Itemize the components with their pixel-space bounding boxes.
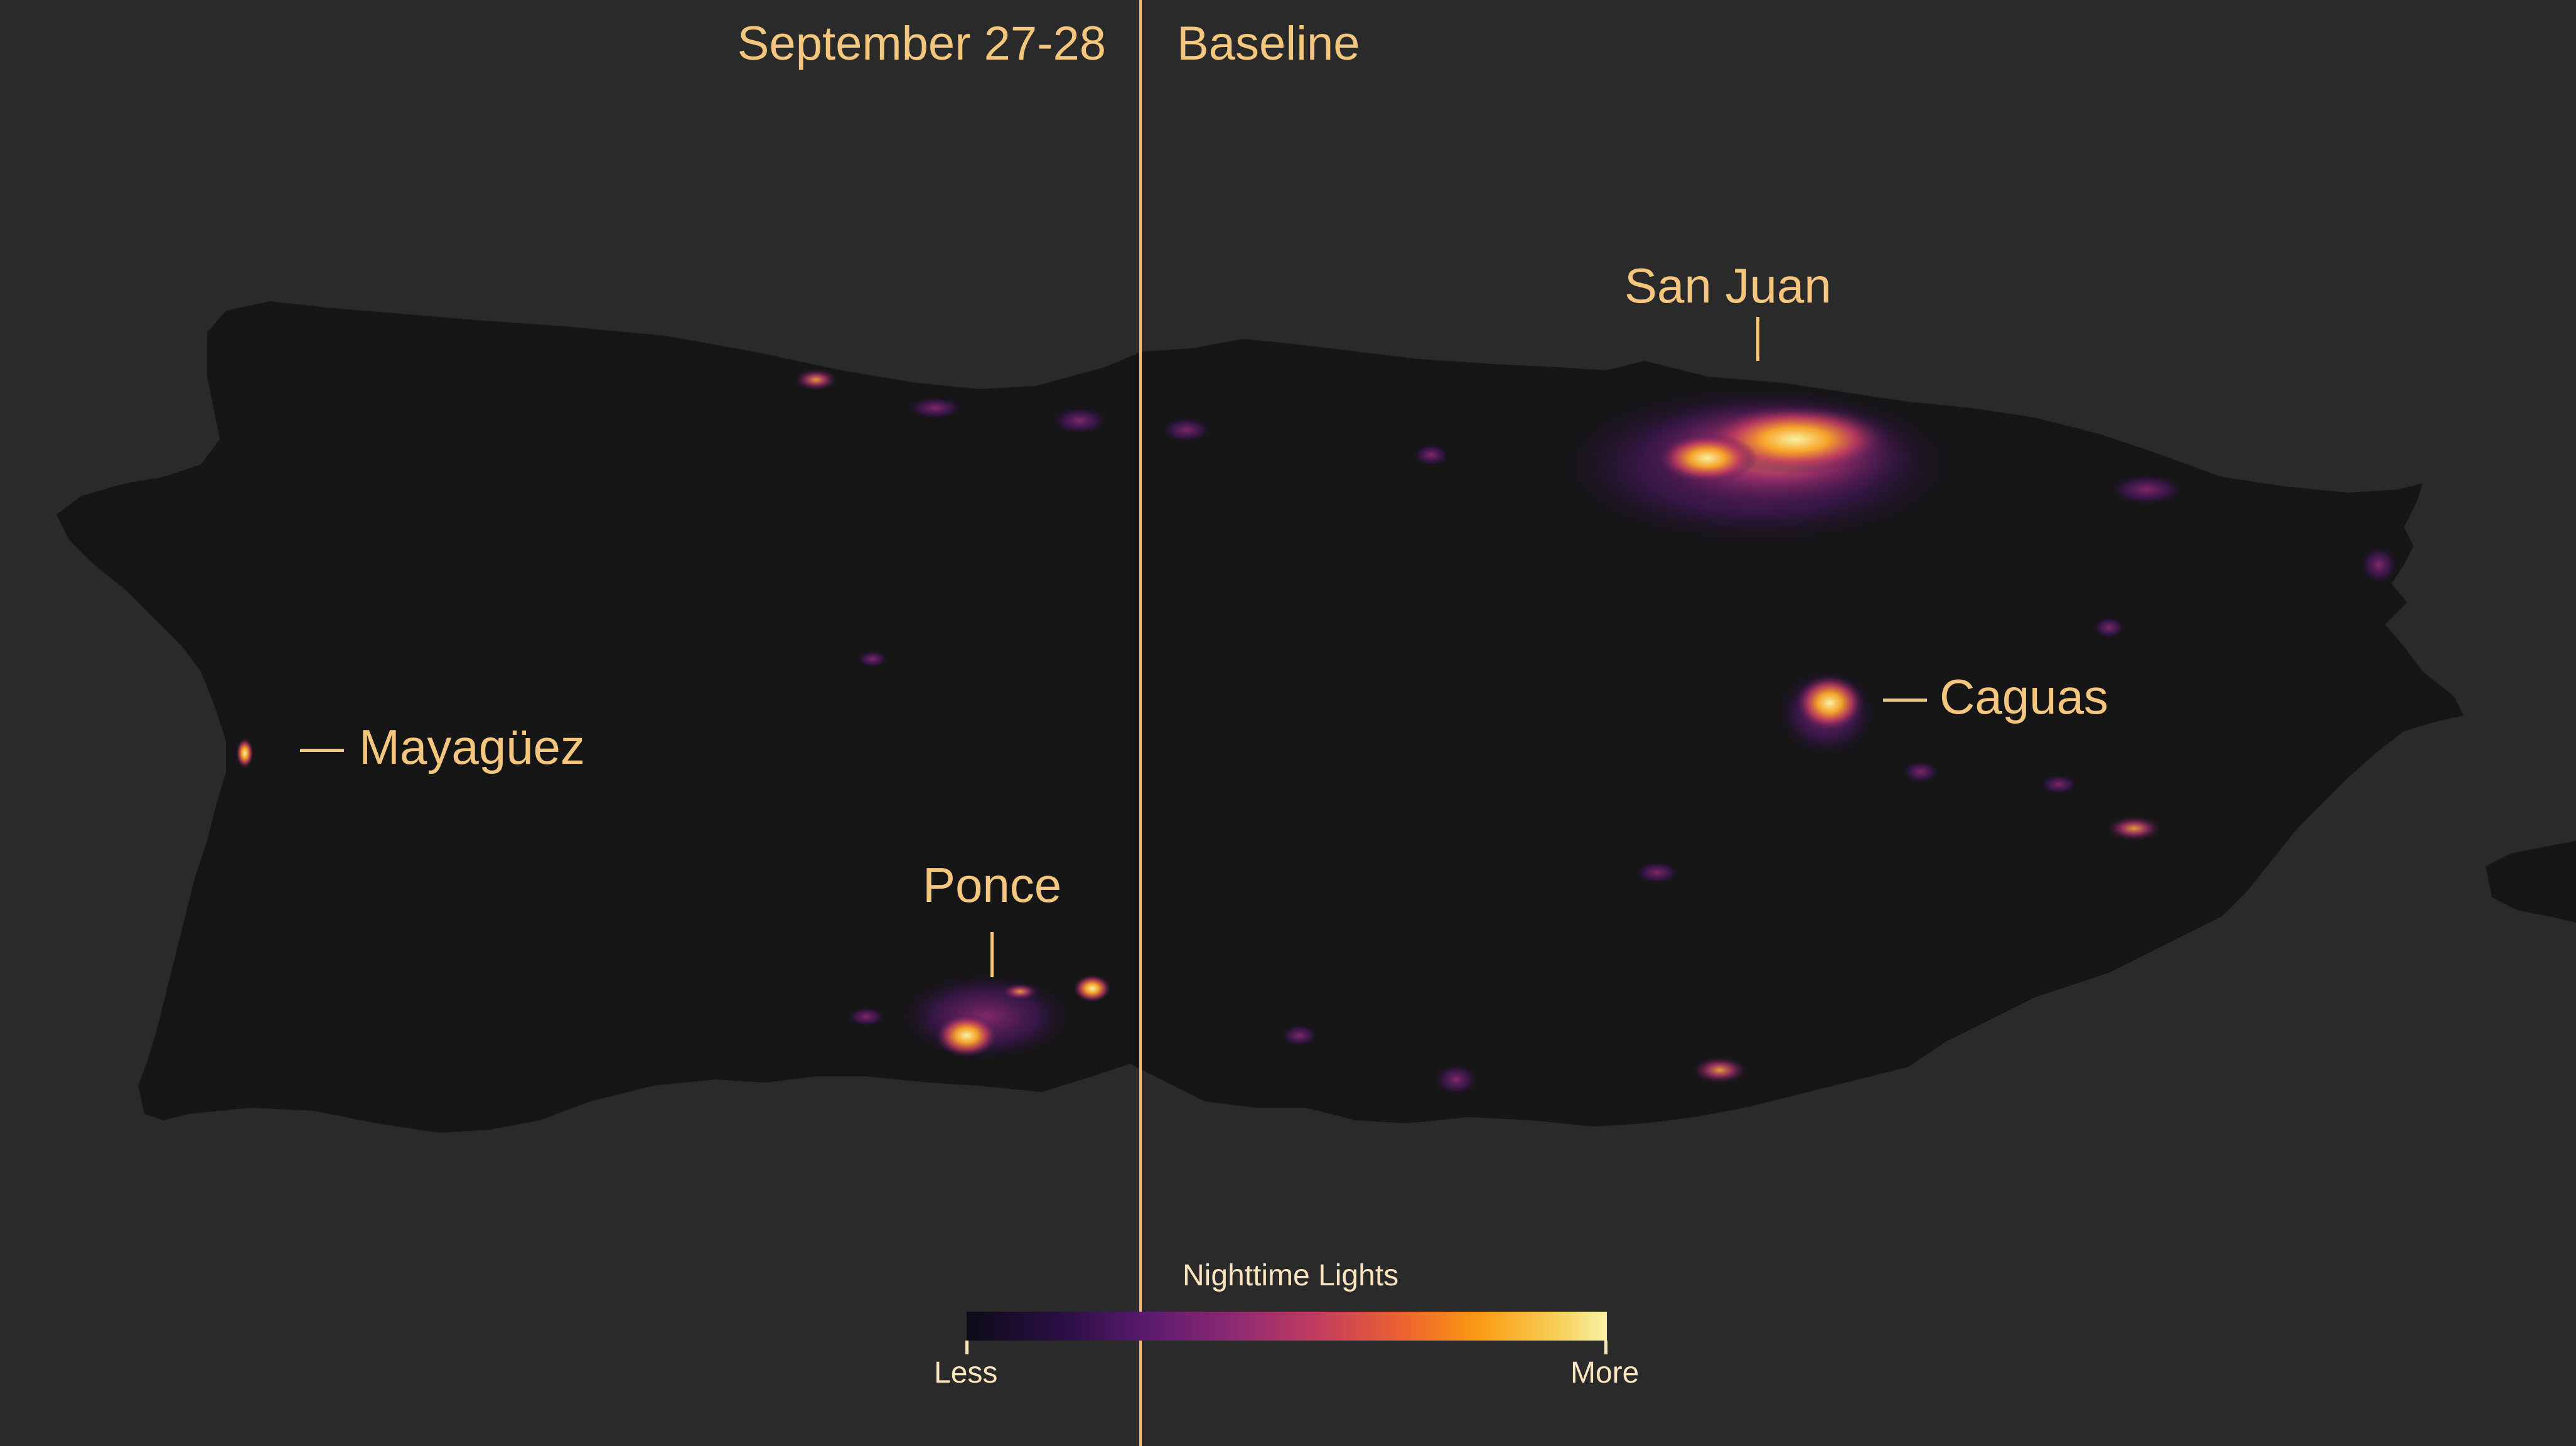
legend-title: Nighttime Lights bbox=[1183, 1259, 1399, 1292]
legend-tick-max bbox=[1604, 1341, 1607, 1354]
caguas-leader-line bbox=[1883, 699, 1927, 702]
city-label-caguas: Caguas bbox=[1940, 669, 2108, 724]
header-right-label: Baseline bbox=[1177, 17, 1360, 70]
legend-max-label: More bbox=[1570, 1356, 1640, 1390]
city-label-ponce: Ponce bbox=[923, 857, 1062, 913]
glow-ponce-core bbox=[935, 1014, 998, 1058]
legend-color-bar bbox=[967, 1312, 1607, 1341]
legend-tick-min bbox=[965, 1341, 969, 1354]
legend-min-label: Less bbox=[934, 1356, 998, 1390]
ponce-leader-line bbox=[990, 932, 994, 977]
glow-san-juan-hot2 bbox=[1657, 433, 1758, 483]
glow-scattered-17 bbox=[2093, 616, 2125, 639]
glow-scattered-4 bbox=[907, 397, 963, 419]
glow-scattered-10 bbox=[1434, 1064, 1478, 1095]
glow-scattered-16 bbox=[857, 650, 888, 668]
glow-scattered-8 bbox=[2106, 816, 2162, 841]
glow-scattered-1 bbox=[794, 368, 838, 391]
glow-scattered-12 bbox=[1280, 1024, 1318, 1047]
island-vieques bbox=[2486, 841, 2576, 923]
glow-scattered-9 bbox=[1692, 1056, 1748, 1084]
glow-scattered-5 bbox=[1412, 444, 1450, 466]
glow-scattered-11 bbox=[1635, 861, 1679, 884]
header-left-label: September 27-28 bbox=[737, 17, 1106, 70]
glow-scattered-7 bbox=[2360, 546, 2398, 584]
glow-scattered-15 bbox=[2040, 774, 2078, 795]
city-label-mayaguez: Mayagüez bbox=[359, 719, 585, 774]
glow-mayaguez bbox=[236, 738, 254, 768]
city-label-san-juan: San Juan bbox=[1624, 258, 1832, 313]
mayaguez-leader-line bbox=[300, 749, 344, 752]
glow-scattered-6 bbox=[2109, 474, 2184, 505]
glow-scattered-3 bbox=[1161, 417, 1211, 442]
glow-scattered-2 bbox=[1051, 407, 1108, 434]
glow-ponce-east bbox=[1073, 975, 1111, 1002]
comparison-divider[interactable] bbox=[1139, 0, 1142, 1446]
glow-scattered-14 bbox=[1902, 761, 1940, 783]
glow-scattered-13 bbox=[847, 1007, 885, 1027]
glow-caguas-core bbox=[1795, 675, 1864, 731]
glow-ponce-north bbox=[1001, 983, 1039, 1000]
san-juan-leader-line bbox=[1756, 317, 1759, 361]
